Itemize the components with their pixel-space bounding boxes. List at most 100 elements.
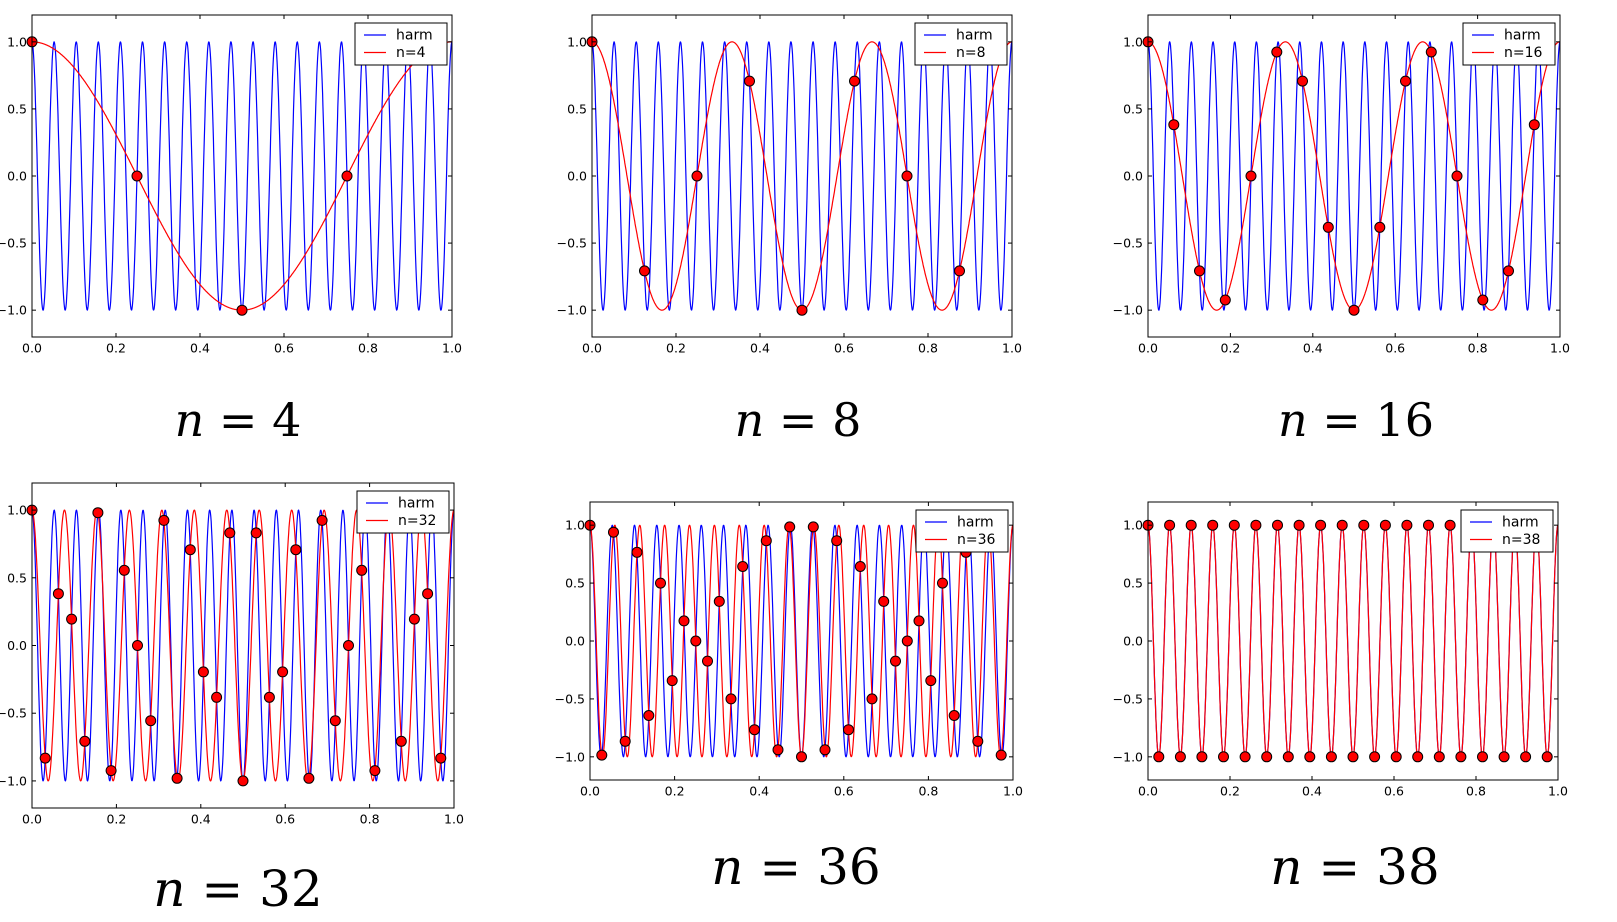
sample-point	[666, 675, 678, 687]
sample-point	[1412, 751, 1424, 763]
x-tick-label: 0.6	[1384, 784, 1404, 799]
sample-point	[39, 752, 51, 764]
sample-point	[1168, 119, 1180, 131]
y-tick-label: −0.5	[0, 706, 27, 721]
sample-point	[1153, 751, 1165, 763]
caption-n36: n = 36	[711, 838, 881, 896]
y-tick-label: 0.5	[1123, 576, 1143, 591]
x-tick-label: 0.8	[358, 341, 378, 356]
sample-point	[691, 170, 703, 182]
sample-point	[725, 693, 737, 705]
sample-point	[263, 691, 275, 703]
subplot-n16: 0.0 0.2 0.4 0.6 0.8 1.0 1.0 0.5 0.0 −0.5 −1.0 harmn…	[1113, 14, 1570, 356]
y-tick-labels: 1.0 0.5 0.0 −0.5 −1.0	[555, 518, 585, 765]
sample-point	[1503, 265, 1514, 277]
y-tick-label: 1.0	[565, 518, 585, 533]
sample-point	[1194, 265, 1205, 277]
y-tick-label: 0.0	[7, 169, 27, 184]
y-tick-labels: 1.0 0.5 0.0 −0.5 −1.0	[0, 34, 27, 317]
sample-point	[171, 772, 183, 784]
x-tick-label: 0.6	[1385, 341, 1405, 356]
sample-point	[1455, 751, 1467, 763]
sample-point	[1390, 751, 1402, 763]
x-tick-label: 0.4	[750, 341, 770, 356]
sample-point	[1272, 519, 1283, 531]
x-tick-labels: 0.0 0.2 0.4 0.6 0.8 1.0	[580, 784, 1023, 799]
x-tick-label: 0.2	[665, 784, 685, 799]
sample-point	[1228, 519, 1240, 531]
y-tick-label: −0.5	[1113, 691, 1143, 706]
y-tick-label: 0.5	[1123, 101, 1143, 116]
sample-point	[1164, 519, 1176, 531]
sample-point	[1400, 75, 1411, 87]
sample-point	[1218, 751, 1229, 763]
harm-curve	[32, 509, 454, 782]
y-tick-label: 0.0	[1123, 169, 1143, 184]
y-tick-label: −0.5	[0, 236, 27, 251]
y-tick-label: −1.0	[557, 303, 587, 318]
sample-point	[619, 735, 631, 747]
sample-markers	[586, 36, 965, 316]
sample-point	[1374, 221, 1386, 233]
sample-point	[749, 724, 760, 736]
x-tick-label: 1.0	[1002, 341, 1022, 356]
legend-label-alias: n=38	[1502, 532, 1540, 548]
sample-point	[1315, 519, 1327, 531]
legend-label-alias: n=8	[956, 45, 986, 61]
sample-point	[1347, 751, 1359, 763]
sample-point	[435, 752, 447, 764]
sample-point	[1196, 751, 1208, 763]
sample-point	[948, 710, 960, 721]
sample-point	[1250, 519, 1262, 531]
sample-point	[878, 595, 890, 607]
caption-n8: n = 8	[734, 393, 862, 447]
sample-point	[1498, 751, 1510, 763]
sample-point	[843, 724, 854, 736]
sample-point	[1219, 294, 1231, 306]
y-tick-label: 0.5	[567, 101, 587, 116]
legend-box	[1462, 22, 1556, 66]
sample-point	[1379, 519, 1391, 531]
y-tick-label: 0.5	[565, 576, 585, 591]
sample-point	[408, 613, 420, 625]
sample-point	[422, 588, 434, 600]
y-tick-labels: 1.0 0.5 0.0 −0.5 −1.0	[1113, 34, 1143, 317]
sample-point	[341, 170, 353, 182]
harm-curve	[592, 41, 1012, 311]
sample-point	[913, 615, 925, 627]
y-tick-label: −1.0	[555, 749, 585, 764]
x-tick-label: 1.0	[444, 812, 464, 827]
legend-label-harm: harm	[957, 515, 994, 531]
sample-markers	[1142, 36, 1540, 316]
sample-point	[132, 640, 143, 651]
caption-n38: n = 38	[1270, 838, 1440, 896]
x-tick-labels: 0.0 0.2 0.4 0.6 0.8 1.0	[1138, 341, 1570, 356]
y-tick-label: −1.0	[1113, 303, 1143, 318]
sample-point	[224, 527, 236, 539]
y-tick-label: 1.0	[1123, 518, 1143, 533]
x-tick-label: 0.0	[1138, 341, 1158, 356]
x-tick-label: 0.6	[834, 784, 854, 799]
sample-point	[690, 635, 702, 647]
caption-n32: n = 32	[153, 860, 323, 918]
x-tick-label: 1.0	[442, 341, 462, 356]
x-tick-label: 0.2	[666, 341, 686, 356]
y-tick-label: −1.0	[1113, 749, 1143, 764]
sample-point	[158, 514, 170, 526]
sample-point	[639, 265, 650, 277]
sample-point	[1325, 751, 1337, 763]
sample-point	[772, 744, 784, 756]
sample-point	[277, 666, 289, 678]
ticks	[589, 502, 1014, 780]
sample-markers	[1142, 519, 1553, 763]
x-tick-label: 0.8	[918, 341, 938, 356]
y-tick-label: 0.0	[7, 638, 27, 653]
sample-point	[197, 666, 209, 678]
x-tick-labels: 0.0 0.2 0.4 0.6 0.8 1.0	[1138, 784, 1568, 799]
sample-point	[118, 564, 130, 576]
sample-point	[1520, 751, 1532, 763]
sample-point	[760, 535, 772, 547]
ticks	[591, 15, 1013, 337]
